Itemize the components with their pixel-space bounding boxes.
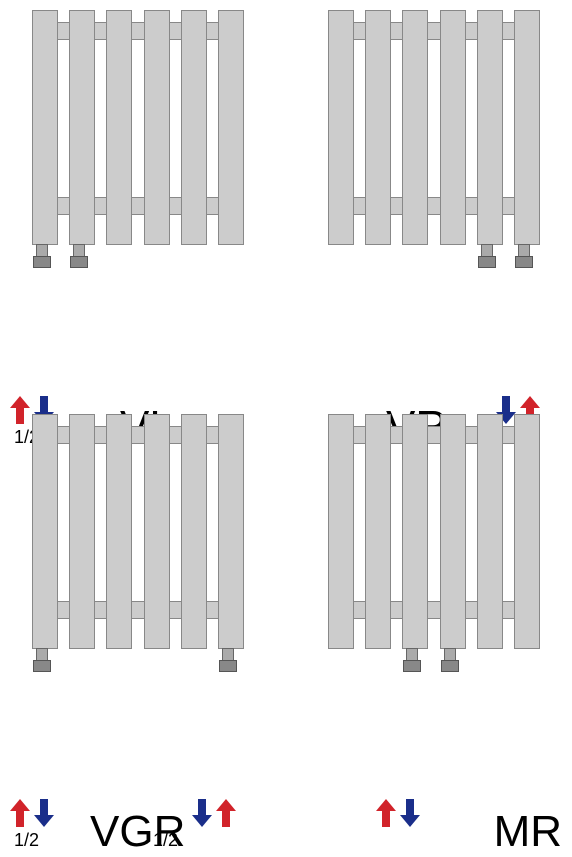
valve [478,244,496,268]
column [402,414,428,649]
column [328,414,354,649]
columns [324,414,544,649]
radiator-mr [324,414,544,649]
cell-vgr: 1/2 1/2 VGR [10,414,266,758]
radiator-vr [324,10,544,245]
arrow-group [376,799,420,827]
column [69,414,95,649]
column [440,414,466,649]
valve [70,244,88,268]
label-mr: MR [494,807,562,857]
column [514,414,540,649]
cell-vr: 1/2 VR [306,10,562,354]
columns [28,414,248,649]
valve [219,648,237,672]
arrow-up-red-icon [376,799,396,827]
arrow-down-blue-icon [34,799,54,827]
column [328,10,354,245]
valve [33,648,51,672]
radiator-vl [28,10,248,245]
column [181,414,207,649]
arrow-up-red-icon [10,799,30,827]
column [32,10,58,245]
cell-vl: 1/2 VL [10,10,266,354]
column [365,414,391,649]
column [69,10,95,245]
columns [324,10,544,245]
column [365,10,391,245]
label-vgr: VGR [90,807,185,857]
column [218,10,244,245]
column [514,10,540,245]
arrow-down-blue-icon [400,799,420,827]
column [106,10,132,245]
arrow-group-left [10,799,54,827]
column [181,10,207,245]
radiator-vgr [28,414,248,649]
fraction: 1/2 [14,831,39,849]
column [144,10,170,245]
valve [403,648,421,672]
valve [441,648,459,672]
column [477,414,503,649]
column [402,10,428,245]
column [32,414,58,649]
cell-mr: MR [306,414,562,758]
column [477,10,503,245]
column [440,10,466,245]
valve [515,244,533,268]
diagram-grid: 1/2 VL 1/2 VR [0,0,572,767]
columns [28,10,248,245]
column [218,414,244,649]
arrow-group-right [192,799,236,827]
arrow-down-blue-icon [192,799,212,827]
valve [33,244,51,268]
column [106,414,132,649]
column [144,414,170,649]
arrow-up-red-icon [216,799,236,827]
